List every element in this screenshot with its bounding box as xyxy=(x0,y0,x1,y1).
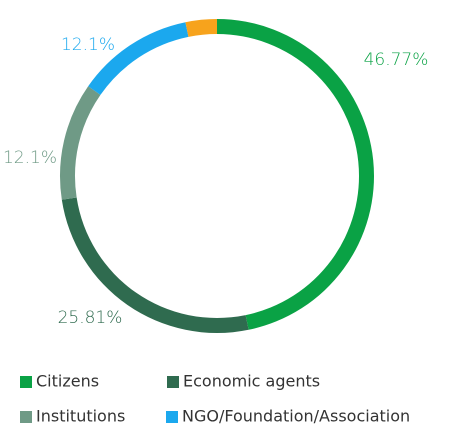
value-label: 12.1% xyxy=(61,35,115,55)
value-label: 12.1% xyxy=(3,148,57,168)
value-label: 46.77% xyxy=(364,50,429,70)
legend-label: Citizens xyxy=(36,372,99,391)
legend-swatch xyxy=(20,376,32,388)
donut-slice xyxy=(60,86,101,200)
donut-slice xyxy=(185,19,217,37)
donut-slice xyxy=(88,22,189,95)
legend-label: NGO/Foundation/Association xyxy=(182,407,410,426)
value-label: 25.81% xyxy=(58,308,123,328)
donut-slice xyxy=(61,197,249,333)
legend-swatch xyxy=(167,376,179,388)
donut-slice xyxy=(217,19,375,330)
legend-label: Institutions xyxy=(36,407,125,426)
legend-label: Economic agents xyxy=(183,372,320,391)
legend-swatch xyxy=(166,411,178,423)
legend-swatch xyxy=(20,411,32,423)
